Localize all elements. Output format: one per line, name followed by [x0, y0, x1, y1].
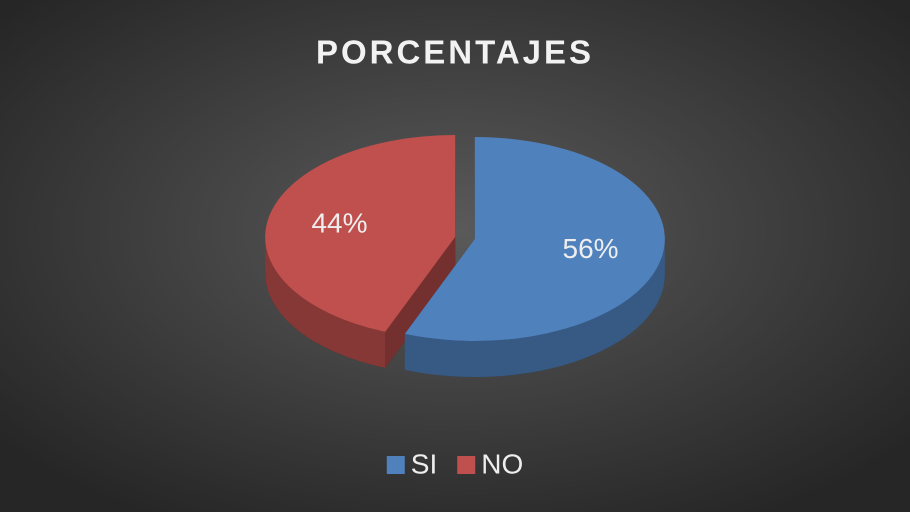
legend-label: NO	[481, 448, 523, 479]
data-label: 56%	[563, 233, 619, 264]
slice-top	[404, 137, 665, 342]
legend-swatch	[457, 456, 476, 474]
chart-title: PORCENTAJES	[316, 34, 594, 71]
slice-top	[265, 134, 456, 332]
legend-swatch	[386, 456, 405, 474]
slice: 44%	[265, 134, 456, 368]
data-label: 44%	[311, 208, 367, 239]
slice-side	[404, 239, 665, 378]
slice-cut-face	[385, 236, 456, 368]
legend-label: SI	[411, 448, 437, 479]
slice: 56%	[404, 137, 665, 378]
slice-side	[265, 236, 386, 368]
